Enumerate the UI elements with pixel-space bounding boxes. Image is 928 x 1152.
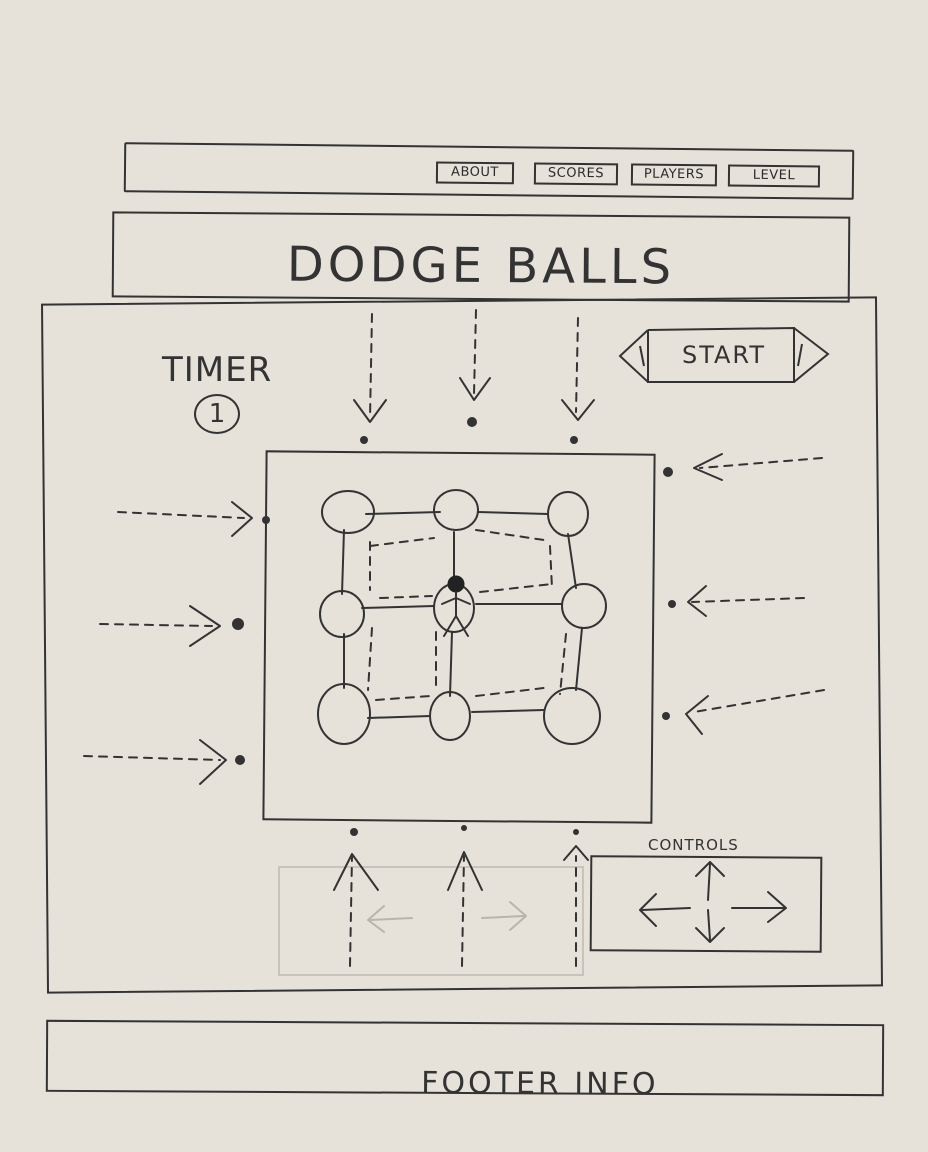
title-bar: DODGE BALLS <box>111 211 851 303</box>
start-button-shape <box>618 326 830 383</box>
start-label: START <box>681 341 767 369</box>
footer-text: FOOTER INFO <box>421 1065 659 1103</box>
page-title: DODGE BALLS <box>286 236 676 296</box>
start-button[interactable]: START <box>618 326 830 384</box>
nav-level-button[interactable]: LEVEL <box>727 164 821 188</box>
footer-bar: FOOTER INFO <box>45 1019 885 1102</box>
ghost-controls-panel <box>278 866 584 976</box>
timer-value: 1 <box>194 394 240 434</box>
controls-label: CONTROLS <box>648 836 739 854</box>
nav-bar: ABOUT SCORES PLAYERS LEVEL <box>123 142 855 200</box>
timer-label: TIMER <box>162 350 273 390</box>
controls-panel <box>589 855 823 953</box>
play-field[interactable] <box>262 450 656 824</box>
nav-players-button[interactable]: PLAYERS <box>630 163 718 187</box>
nav-about-button[interactable]: ABOUT <box>435 161 515 185</box>
nav-scores-button[interactable]: SCORES <box>533 162 619 186</box>
